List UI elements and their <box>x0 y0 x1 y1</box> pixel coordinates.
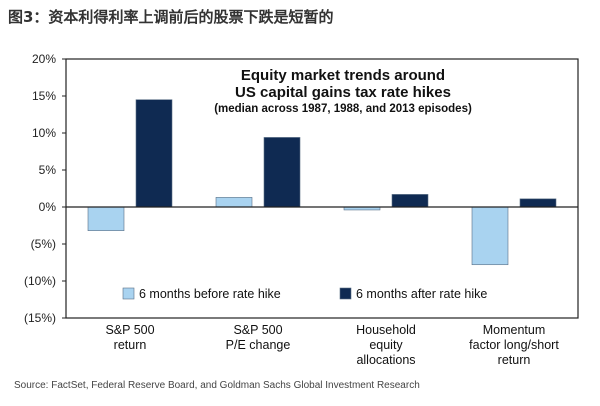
bars <box>87 99 557 266</box>
x-category-label: allocations <box>356 353 415 367</box>
y-tick-label: (10%) <box>24 274 56 288</box>
y-tick-label: 20% <box>32 52 56 66</box>
y-tick-label: 5% <box>39 163 57 177</box>
x-category-label: factor long/short <box>469 338 559 352</box>
plot-border <box>65 58 579 319</box>
bar-before <box>471 206 509 266</box>
y-tick-label: (5%) <box>31 237 56 251</box>
x-category-label: Momentum <box>483 323 546 337</box>
legend-label: 6 months before rate hike <box>139 287 281 301</box>
x-category-label: equity <box>369 338 403 352</box>
plot-frame <box>65 58 579 319</box>
bar-after <box>263 137 301 208</box>
legend-swatch <box>122 287 135 300</box>
bar-before <box>215 197 253 208</box>
y-axis-labels: 20% 15% 10% 5% 0% (5%) (10%) (15%) <box>24 52 66 325</box>
bar-after <box>391 194 429 208</box>
legend-label: 6 months after rate hike <box>356 287 487 301</box>
y-tick-label: 0% <box>39 200 57 214</box>
chart-title-line1: Equity market trends around <box>240 67 446 84</box>
source-note: Source: FactSet, Federal Reserve Board, … <box>14 380 420 391</box>
bar-after <box>135 99 173 208</box>
chart-title-line2: US capital gains tax rate hikes <box>235 84 451 101</box>
figure-title: 图3：资本利得利率上调前后的股票下跌是短暂的 <box>8 8 334 26</box>
legend-swatch <box>339 287 352 300</box>
bar-before <box>87 206 125 231</box>
x-category-label: return <box>498 353 531 367</box>
x-category-label: S&P 500 <box>105 323 154 337</box>
y-tick-label: 10% <box>32 126 56 140</box>
bar-after <box>519 198 557 208</box>
x-category-label: S&P 500 <box>233 323 282 337</box>
x-category-label: Household <box>356 323 416 337</box>
x-category-label: return <box>114 338 147 352</box>
legend: 6 months before rate hike 6 months after … <box>122 287 487 301</box>
chart-title: Equity market trends around US capital g… <box>212 67 474 117</box>
x-category-label: P/E change <box>226 338 291 352</box>
y-tick-label: (15%) <box>24 311 56 325</box>
chart-subtitle: (median across 1987, 1988, and 2013 epis… <box>214 103 472 115</box>
y-tick-label: 15% <box>32 89 56 103</box>
